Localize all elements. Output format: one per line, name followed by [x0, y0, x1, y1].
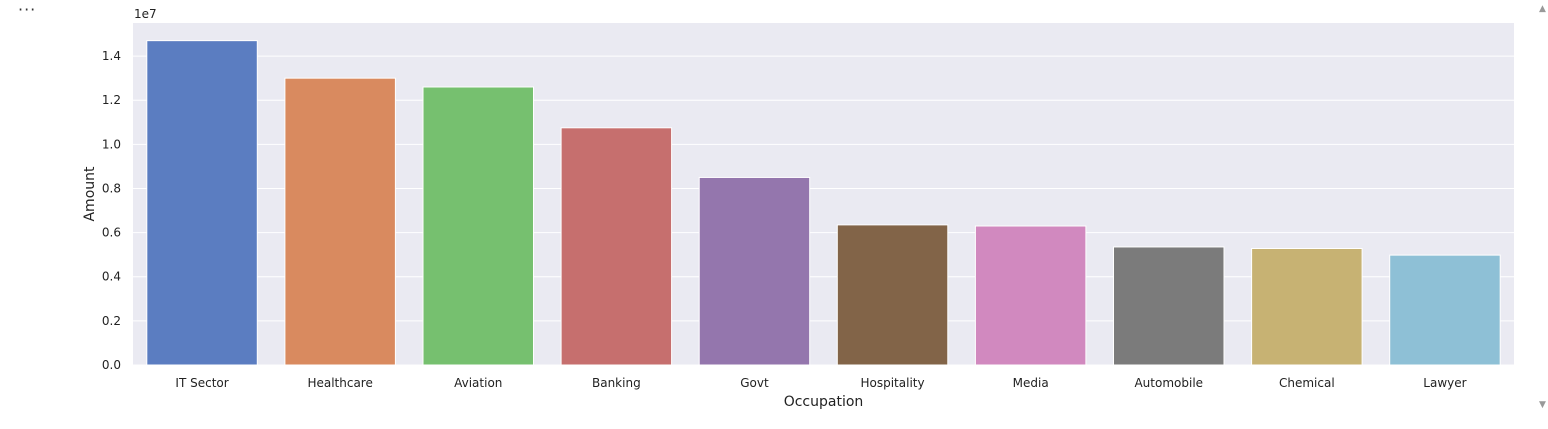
- bar-govt: [698, 176, 811, 366]
- y-tick-label: 1.0: [102, 137, 121, 151]
- bar-hospitality: [836, 224, 949, 366]
- x-tick-label: Hospitality: [860, 376, 924, 390]
- x-tick-label: Healthcare: [307, 376, 372, 390]
- x-tick-label: Lawyer: [1423, 376, 1466, 390]
- y-tick-label: 0.0: [102, 358, 121, 372]
- y-axis-offset-label: 1e7: [134, 7, 157, 21]
- bar-aviation: [422, 86, 534, 366]
- y-tick-label: 1.2: [102, 93, 121, 107]
- x-tick-label: IT Sector: [175, 376, 228, 390]
- y-axis-ticks: 0.0 0.2 0.4 0.6 0.8 1.0 1.2 1.4: [102, 49, 121, 372]
- bars: [146, 40, 1501, 366]
- x-tick-label: Automobile: [1134, 376, 1203, 390]
- bar-banking: [560, 127, 673, 366]
- x-tick-label: Banking: [592, 376, 641, 390]
- y-axis-label: Amount: [82, 166, 98, 222]
- cell-options-ellipsis[interactable]: ···: [18, 0, 37, 19]
- bar-automobile: [1113, 246, 1225, 366]
- y-tick-label: 0.8: [102, 181, 121, 195]
- bar-it-sector: [146, 40, 258, 366]
- y-tick-label: 0.2: [102, 314, 121, 328]
- x-tick-label: Chemical: [1279, 376, 1335, 390]
- scroll-down-arrow-icon[interactable]: ▼: [1539, 400, 1546, 410]
- y-tick-label: 0.6: [102, 226, 121, 240]
- y-tick-label: 1.4: [102, 49, 121, 63]
- bar-lawyer: [1389, 254, 1501, 366]
- x-axis-ticks: IT Sector Healthcare Aviation Banking Govt Ho…: [175, 376, 1466, 390]
- bar-media: [974, 225, 1087, 366]
- y-tick-label: 0.4: [102, 270, 121, 284]
- bar-chemical: [1251, 247, 1363, 366]
- bar-healthcare: [284, 77, 396, 366]
- x-tick-label: Govt: [740, 376, 769, 390]
- scroll-up-arrow-icon[interactable]: ▲: [1539, 4, 1546, 14]
- x-axis-label: Occupation: [784, 394, 864, 410]
- x-tick-label: Aviation: [454, 376, 502, 390]
- x-tick-label: Media: [1013, 376, 1049, 390]
